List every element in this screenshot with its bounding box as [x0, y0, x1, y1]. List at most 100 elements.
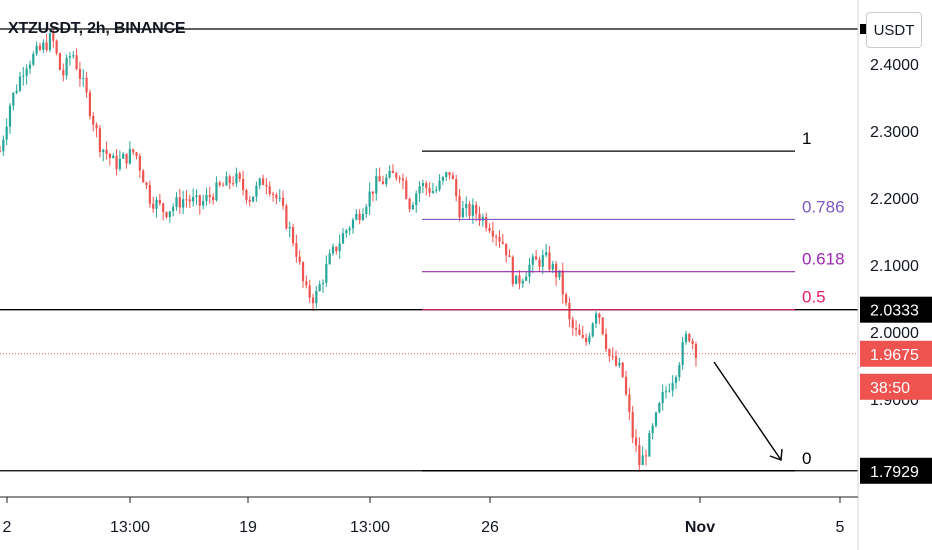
candle — [185, 190, 188, 208]
fib-level-label: 0.786 — [802, 197, 845, 216]
candle — [628, 387, 631, 421]
candle — [555, 261, 558, 286]
level-tag-1.7929-bg — [860, 457, 932, 484]
candle — [588, 332, 591, 345]
candle — [341, 228, 345, 244]
candle — [471, 198, 474, 224]
candle — [235, 167, 238, 188]
candle — [674, 375, 678, 389]
candle — [411, 201, 415, 211]
candle — [115, 149, 118, 176]
candle — [265, 178, 268, 195]
candle — [624, 370, 628, 397]
candle — [448, 172, 451, 180]
candle — [315, 286, 318, 309]
candle — [92, 112, 95, 132]
candle — [62, 63, 65, 82]
plot-area[interactable] — [0, 28, 698, 472]
x-tick-label: 5 — [836, 519, 845, 536]
candle — [654, 411, 658, 428]
candle — [678, 362, 681, 382]
candle — [528, 258, 531, 284]
projection-arrow-shaft[interactable] — [713, 361, 782, 461]
candle — [661, 384, 664, 411]
countdown-tag-bg — [860, 373, 932, 400]
candle — [32, 51, 35, 67]
candle — [58, 52, 62, 71]
candle — [481, 213, 484, 227]
fib-level-label: 0 — [802, 449, 811, 468]
candle — [461, 200, 464, 219]
candle — [581, 325, 584, 339]
chart-title: XTZUSDT, 2h, BINANCE — [8, 20, 186, 37]
candle — [135, 151, 138, 160]
candle — [288, 221, 291, 238]
candle — [351, 217, 355, 234]
candle — [541, 249, 544, 274]
candle — [321, 279, 325, 293]
candle — [291, 223, 295, 247]
candle — [418, 181, 421, 202]
candle — [368, 182, 371, 215]
candle — [578, 323, 581, 336]
fib-level-label: 0.5 — [802, 288, 826, 307]
candle — [375, 168, 378, 201]
current-price-tag: 1.9675 — [870, 347, 919, 364]
candle — [52, 29, 55, 48]
candle — [138, 153, 141, 179]
candle — [112, 153, 115, 159]
candle — [618, 357, 621, 368]
countdown-tag: 38:50 — [870, 380, 910, 397]
candle — [48, 28, 52, 53]
candle — [421, 179, 425, 194]
level-tag-1.7929: 1.7929 — [870, 464, 919, 481]
candle — [95, 122, 98, 138]
candle — [178, 188, 181, 214]
candle — [425, 180, 428, 196]
candle — [515, 275, 518, 285]
level-tag-2.0333-bg — [860, 296, 932, 323]
x-tick-label: 13:00 — [350, 519, 390, 536]
candle — [248, 196, 251, 207]
y-tick-label: 2.1000 — [870, 258, 919, 275]
candle — [365, 203, 368, 219]
candle — [168, 211, 171, 223]
drawings[interactable]: 1 0.786 0.618 0.5 0 — [0, 28, 858, 472]
candle — [281, 190, 285, 210]
candle — [68, 52, 72, 66]
candle — [258, 177, 261, 190]
currency-button[interactable]: USDT — [866, 12, 922, 48]
candle — [491, 221, 494, 243]
candle — [398, 175, 401, 184]
candle — [505, 243, 508, 263]
candle — [391, 164, 395, 174]
candle — [638, 437, 641, 472]
candle — [145, 181, 148, 189]
candle — [385, 173, 388, 187]
candle — [335, 246, 338, 255]
candle — [301, 261, 305, 288]
candle — [498, 230, 501, 248]
candle — [551, 260, 554, 274]
candle — [228, 174, 231, 190]
candle — [601, 317, 604, 336]
candle — [458, 188, 461, 222]
candle — [75, 48, 78, 71]
candle — [338, 234, 341, 259]
x-tick-label: 13:00 — [110, 519, 150, 536]
candle — [212, 193, 215, 205]
candle — [65, 54, 68, 80]
candle — [152, 196, 155, 213]
y-tick-label: 2.3000 — [870, 124, 919, 141]
candle — [275, 192, 278, 205]
time-axis[interactable]: 2 13:00 19 13:00 26 Nov 5 — [3, 497, 845, 536]
candle — [511, 255, 514, 287]
candle — [318, 280, 321, 292]
candle — [441, 176, 444, 185]
candle — [88, 89, 92, 120]
candle — [658, 401, 661, 414]
x-tick-label: 2 — [3, 519, 12, 536]
candle — [598, 312, 601, 325]
